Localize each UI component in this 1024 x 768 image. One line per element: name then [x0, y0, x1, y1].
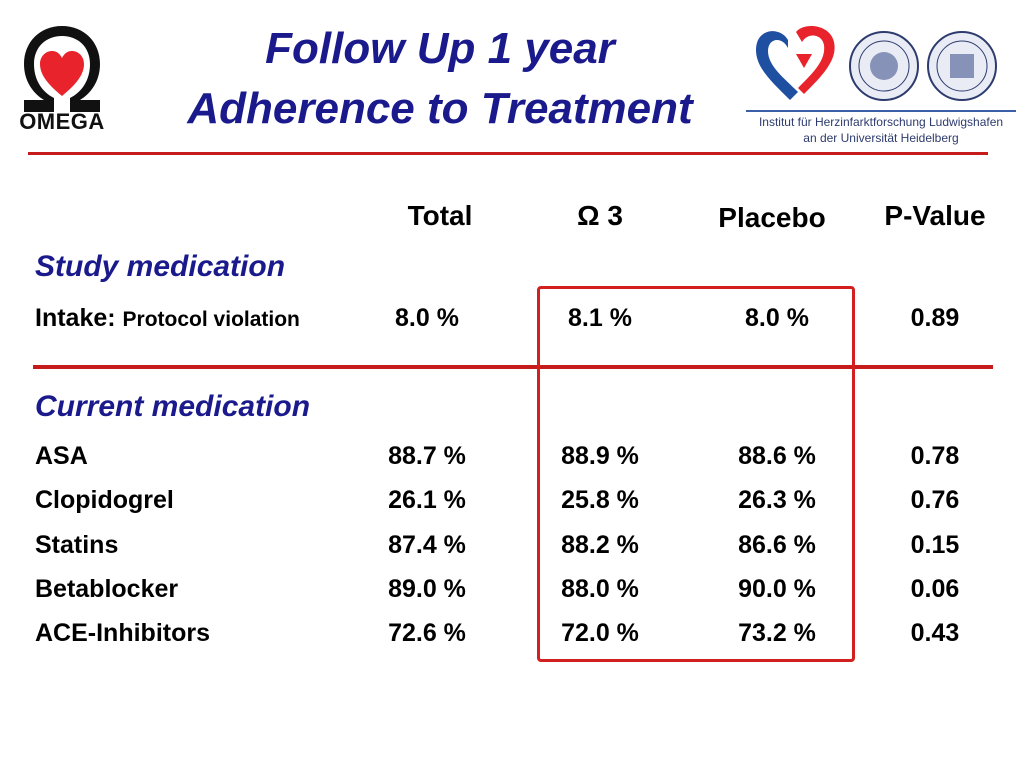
- cell-pvalue: 0.15: [910, 531, 960, 559]
- cell-omega: 88.2 %: [561, 531, 639, 559]
- cell-placebo: 90.0 %: [738, 575, 816, 603]
- intake-label: Intake:: [35, 304, 116, 332]
- omega-logo-text: OMEGA: [19, 109, 105, 134]
- cell-omega: 88.9 %: [561, 442, 639, 470]
- institute-name-line1: Institut für Herzinfarktforschung Ludwig…: [758, 115, 1004, 129]
- row-label: Betablocker: [35, 575, 179, 603]
- cell-pvalue: 0.06: [910, 575, 960, 603]
- highlight-box: [537, 286, 855, 662]
- cell-pvalue: 0.43: [910, 619, 960, 647]
- institute-name-line2: an der Universität Heidelberg: [803, 131, 959, 145]
- institute-divider: [746, 110, 1016, 112]
- cell-total: 26.1 %: [388, 486, 466, 514]
- row-label: Clopidogrel: [35, 486, 174, 514]
- omega-heart-logo-icon: [24, 26, 100, 112]
- cell-pvalue: 0.76: [910, 486, 960, 514]
- institute-heart-logo-icon: [756, 26, 835, 101]
- heidelberg-seal-icon: [927, 31, 997, 101]
- row-label: ASA: [35, 442, 88, 470]
- section-divider: [33, 365, 993, 369]
- cell-total: 72.6 %: [388, 619, 466, 647]
- intake-pvalue: 0.89: [910, 304, 960, 332]
- cell-placebo: 26.3 %: [738, 486, 816, 514]
- row-label: Statins: [35, 531, 119, 559]
- cell-omega: 88.0 %: [561, 575, 639, 603]
- column-header-omega3: Ω 3: [577, 200, 623, 231]
- university-seal-icon: [849, 31, 919, 101]
- section-heading-current-medication: Current medication: [35, 390, 311, 423]
- cell-placebo: 88.6 %: [738, 442, 816, 470]
- cell-omega: 25.8 %: [561, 486, 639, 514]
- column-header-pvalue: P-Value: [884, 200, 986, 231]
- page-title-line2: Adherence to Treatment: [187, 84, 693, 133]
- page-title-line1: Follow Up 1 year: [265, 24, 615, 73]
- title-underline: [28, 152, 988, 155]
- section-heading-study-medication: Study medication: [35, 250, 286, 283]
- cell-placebo: 86.6 %: [738, 531, 816, 559]
- cell-total: 88.7 %: [388, 442, 466, 470]
- row-label-intake: Intake: Protocol violation: [35, 304, 300, 333]
- column-header-total: Total: [407, 200, 473, 231]
- intake-total: 8.0 %: [395, 304, 459, 332]
- intake-sublabel: Protocol violation: [122, 308, 300, 331]
- cell-total: 89.0 %: [388, 575, 466, 603]
- column-header-placebo: Placebo: [718, 202, 826, 233]
- cell-pvalue: 0.78: [910, 442, 960, 470]
- cell-omega: 72.0 %: [561, 619, 639, 647]
- intake-omega: 8.1 %: [568, 304, 632, 332]
- cell-total: 87.4 %: [388, 531, 466, 559]
- cell-placebo: 73.2 %: [738, 619, 816, 647]
- intake-placebo: 8.0 %: [745, 304, 809, 332]
- row-label: ACE-Inhibitors: [35, 619, 210, 647]
